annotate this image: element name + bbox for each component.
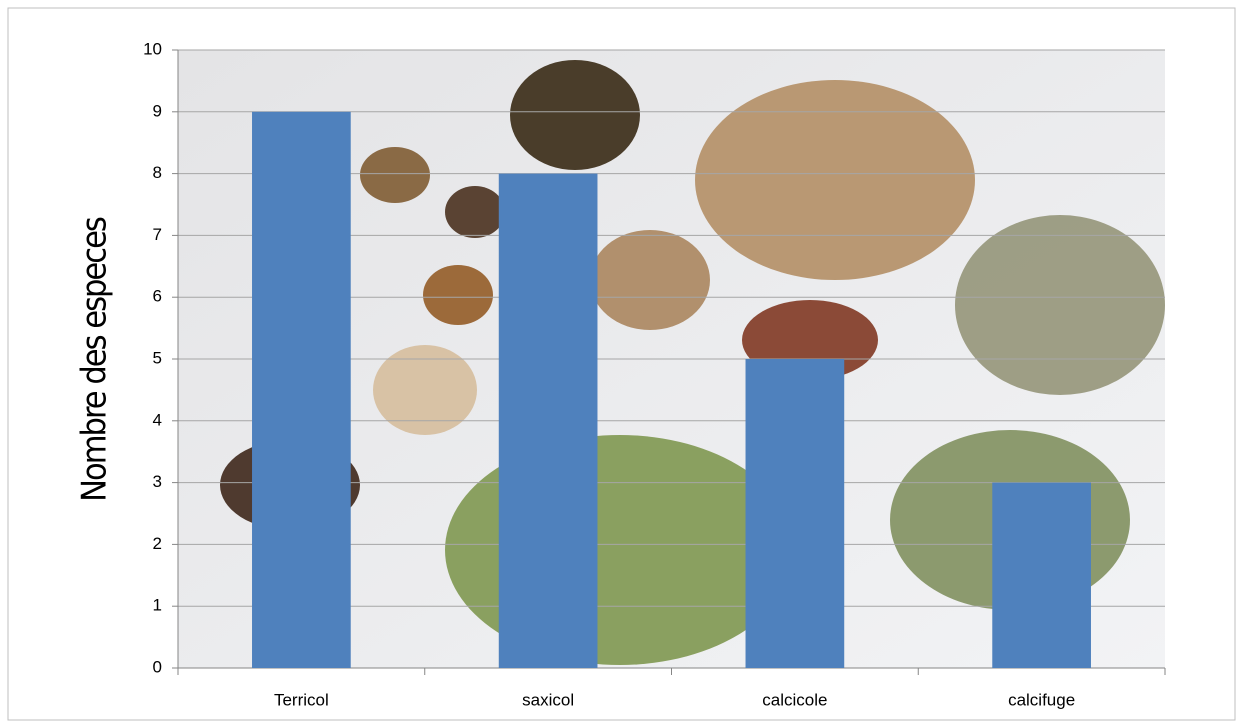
y-tick-label: 10: [143, 39, 162, 58]
y-tick-label: 6: [153, 287, 162, 306]
y-tick-label: 9: [153, 101, 162, 120]
y-tick-label: 3: [153, 472, 162, 491]
y-axis-title: Nombre des especes: [75, 217, 115, 502]
y-tick-label: 5: [153, 348, 162, 367]
bar: [498, 173, 598, 668]
x-tick-label: calcifuge: [1008, 690, 1075, 709]
bar: [992, 482, 1091, 668]
y-tick-label: 8: [153, 163, 162, 182]
y-tick-label: 4: [153, 410, 162, 429]
x-tick-label: Terricol: [274, 690, 329, 709]
y-tick-label: 2: [153, 534, 162, 553]
bar: [252, 111, 351, 669]
y-tick-label: 0: [153, 657, 162, 676]
bar: [745, 359, 845, 668]
x-tick-label: saxicol: [522, 690, 574, 709]
y-tick-label: 1: [153, 596, 162, 615]
y-tick-label: 7: [153, 225, 162, 244]
x-tick-label: calcicole: [762, 690, 827, 709]
